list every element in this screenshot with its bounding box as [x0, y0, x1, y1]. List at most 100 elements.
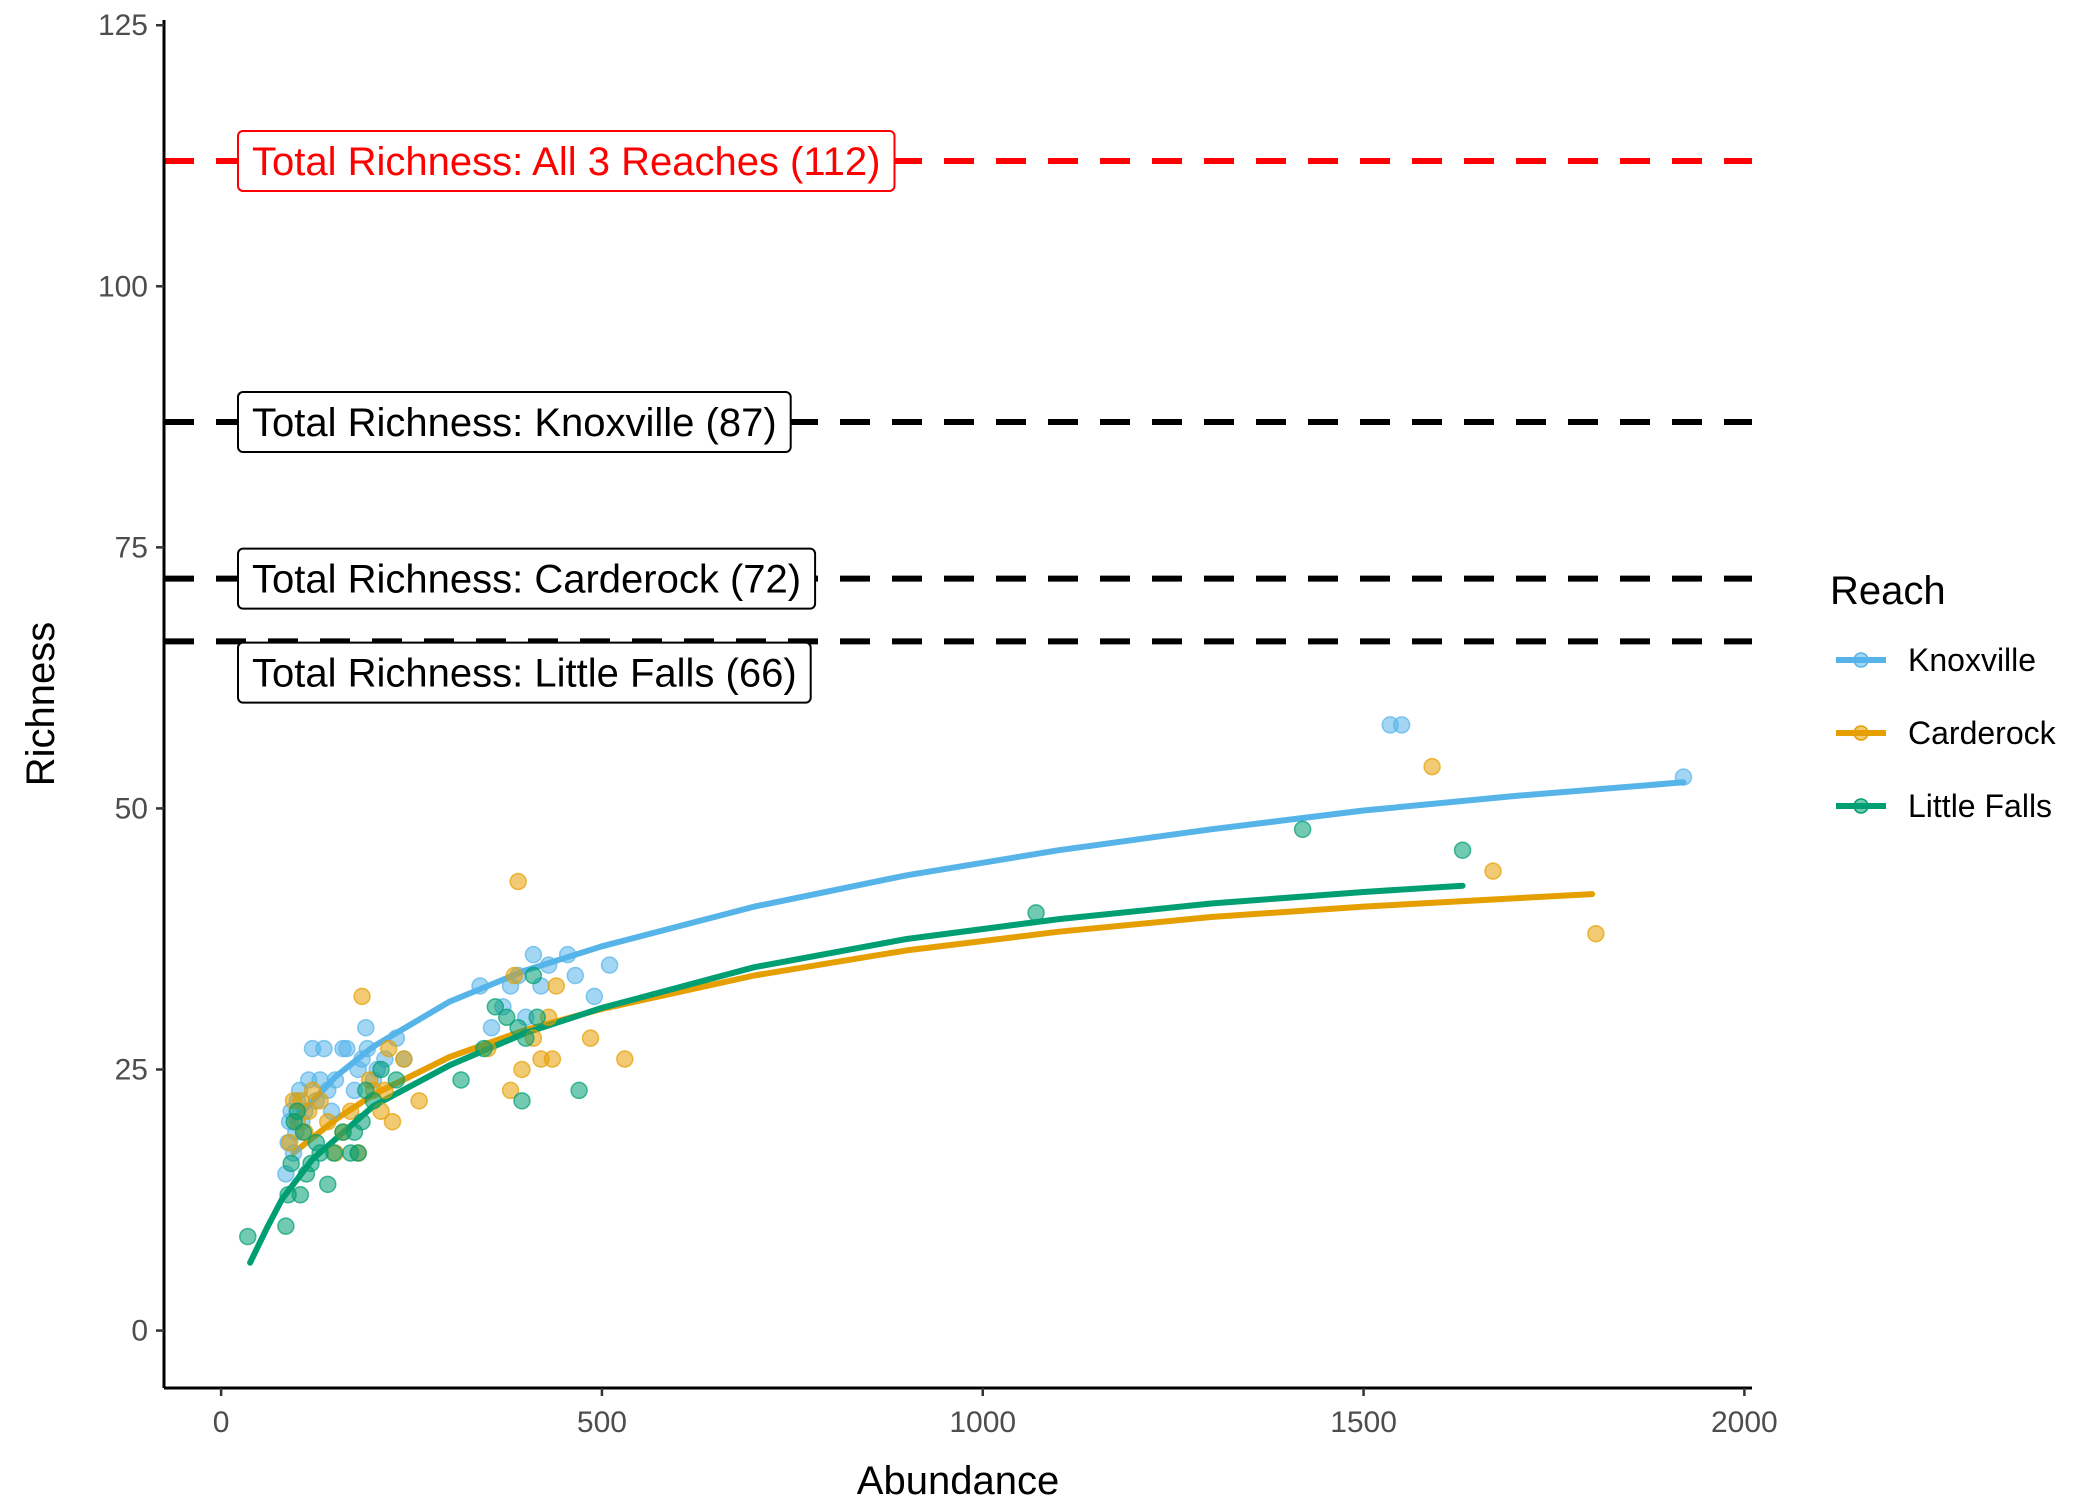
- y-tick-label: 75: [115, 531, 148, 564]
- legend-key-point: [1853, 652, 1869, 668]
- point-carderock-35: [1484, 862, 1502, 880]
- reference-label-0: Total Richness: All 3 Reaches (112): [237, 129, 896, 192]
- point-carderock-0: [280, 1133, 299, 1152]
- point-carderock-17: [376, 1081, 394, 1100]
- point-little-falls-17: [349, 1144, 367, 1162]
- x-tick-label: 500: [577, 1406, 627, 1439]
- fit-curve-little-falls: [247, 882, 1466, 1266]
- point-carderock-32: [581, 1029, 600, 1047]
- legend-key-point: [1853, 725, 1869, 741]
- point-carderock-31: [547, 977, 565, 995]
- legend-title: Reach: [1830, 569, 1946, 613]
- y-axis-title: Richness: [19, 622, 63, 787]
- legend-label: Knoxville: [1908, 642, 2036, 678]
- point-little-falls-13: [325, 1144, 343, 1162]
- x-tick-label: 1500: [1330, 1406, 1397, 1439]
- point-little-falls-21: [372, 1060, 390, 1079]
- x-tick-label: 1000: [949, 1406, 1016, 1439]
- point-knoxville-36: [524, 945, 543, 964]
- y-tick-label: 0: [131, 1315, 148, 1348]
- reference-label-box: [237, 129, 896, 192]
- reference-label-1: Total Richness: Knoxville (87): [237, 391, 792, 454]
- point-little-falls-1: [277, 1217, 295, 1235]
- point-little-falls-34: [1293, 820, 1312, 839]
- point-little-falls-33: [1027, 904, 1045, 922]
- point-knoxville-44: [1392, 716, 1411, 734]
- legend-item-carderock: Carderock: [1836, 715, 2057, 751]
- reference-label-2: Total Richness: Carderock (72): [237, 547, 817, 610]
- point-carderock-24: [505, 966, 524, 985]
- point-knoxville-14: [315, 1039, 333, 1058]
- point-carderock-33: [616, 1050, 634, 1068]
- y-tick-label: 50: [115, 792, 148, 825]
- legend: Reach Knoxville Carderock Little Falls: [1830, 569, 2057, 824]
- y-tick-label: 125: [98, 9, 148, 42]
- point-carderock-34: [1423, 757, 1441, 776]
- point-little-falls-24: [475, 1039, 493, 1058]
- point-knoxville-45: [1674, 768, 1693, 786]
- point-carderock-20: [395, 1050, 413, 1068]
- legend-label: Little Falls: [1908, 788, 2052, 824]
- reference-label-text: Total Richness: Knoxville (87): [252, 401, 777, 445]
- point-carderock-8: [319, 1112, 337, 1131]
- point-knoxville-38: [539, 956, 558, 974]
- reference-label-box: [237, 547, 817, 610]
- fit-curve-knoxville: [290, 779, 1687, 1125]
- reference-label-text: Total Richness: All 3 Reaches (112): [252, 140, 880, 184]
- point-little-falls-31: [528, 1008, 546, 1027]
- reference-label-text: Total Richness: Carderock (72): [252, 558, 801, 602]
- point-carderock-36: [1587, 924, 1605, 943]
- point-knoxville-40: [566, 966, 585, 985]
- point-carderock-30: [543, 1050, 562, 1068]
- legend-key-point: [1853, 798, 1869, 814]
- x-axis-title: Abundance: [857, 1459, 1059, 1500]
- point-knoxville-17: [326, 1071, 345, 1089]
- point-little-falls-5: [288, 1102, 307, 1121]
- point-knoxville-41: [585, 987, 604, 1006]
- point-carderock-7: [311, 1092, 329, 1110]
- point-carderock-18: [379, 1039, 398, 1058]
- x-tick-label: 0: [213, 1406, 230, 1439]
- point-little-falls-25: [486, 998, 505, 1016]
- point-little-falls-20: [364, 1092, 383, 1110]
- point-carderock-13: [353, 987, 371, 1006]
- point-little-falls-6: [291, 1186, 310, 1204]
- y-tick-label: 100: [98, 270, 148, 303]
- point-carderock-23: [501, 1081, 520, 1100]
- legend-item-knoxville: Knoxville: [1836, 642, 2036, 678]
- point-knoxville-31: [482, 1018, 501, 1037]
- point-carderock-26: [513, 1060, 531, 1079]
- point-little-falls-7: [294, 1123, 313, 1141]
- point-carderock-21: [410, 1092, 428, 1110]
- axes: 0 25 50 75 100 125 0 500 1000 1500 2000: [98, 9, 1778, 1439]
- point-little-falls-23: [452, 1071, 470, 1089]
- point-little-falls-29: [517, 1029, 535, 1047]
- point-knoxville-19: [338, 1039, 356, 1058]
- point-little-falls-32: [570, 1081, 588, 1100]
- point-knoxville-23: [357, 1018, 375, 1037]
- reference-label-box: [237, 391, 792, 454]
- point-little-falls-22: [387, 1071, 406, 1089]
- data-points: [239, 716, 1693, 1246]
- point-little-falls-12: [319, 1175, 337, 1194]
- point-knoxville-30: [471, 977, 489, 995]
- point-knoxville-42: [600, 956, 619, 974]
- point-little-falls-18: [353, 1112, 371, 1131]
- point-carderock-11: [341, 1102, 360, 1121]
- point-little-falls-35: [1453, 841, 1472, 859]
- reference-labels: Total Richness: All 3 Reaches (112) Total…: [237, 129, 896, 704]
- x-tick-label: 2000: [1711, 1406, 1778, 1439]
- legend-item-little-falls: Little Falls: [1836, 788, 2052, 824]
- reference-label-3: Total Richness: Little Falls (66): [237, 641, 812, 704]
- point-little-falls-26: [497, 1008, 516, 1027]
- point-carderock-19: [383, 1112, 402, 1131]
- legend-label: Carderock: [1908, 715, 2057, 751]
- reference-label-text: Total Richness: Little Falls (66): [252, 652, 797, 696]
- point-little-falls-28: [513, 1092, 531, 1110]
- point-knoxville-24: [358, 1039, 377, 1058]
- point-little-falls-30: [524, 966, 543, 985]
- y-tick-label: 25: [115, 1053, 148, 1086]
- point-carderock-25: [509, 872, 527, 891]
- point-knoxville-39: [558, 945, 577, 964]
